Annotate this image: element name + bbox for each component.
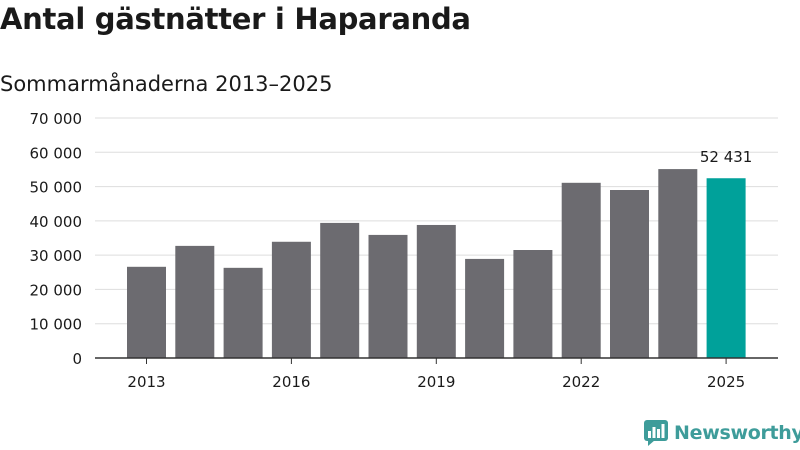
bar-chart-speech-bubble-icon	[644, 420, 668, 446]
y-tick-label: 70 000	[30, 110, 83, 128]
x-tick-label: 2025	[707, 373, 745, 391]
y-tick-label: 20 000	[30, 281, 83, 299]
bar-2018	[368, 234, 408, 358]
bar-2025	[706, 178, 746, 358]
bar-2019	[416, 224, 456, 358]
y-tick-label: 60 000	[30, 144, 83, 162]
y-tick-label: 10 000	[30, 316, 83, 334]
bar-2023	[610, 190, 649, 358]
chart-title: Antal gästnätter i Haparanda	[0, 2, 471, 36]
brand-name: Newsworthy	[674, 422, 800, 444]
bar-2021	[513, 250, 553, 358]
bar-2022	[561, 182, 601, 358]
data-label-2025: 52 431	[700, 148, 753, 166]
bar-2015	[223, 267, 263, 358]
bar-2024	[658, 169, 698, 358]
bar-2020	[465, 258, 505, 358]
bar-2014	[175, 245, 215, 358]
y-tick-label: 40 000	[30, 213, 83, 231]
newsworthy-logo: Newsworthy	[644, 420, 800, 446]
y-tick-label: 0	[72, 350, 82, 368]
bar-2016	[271, 241, 311, 358]
x-tick-label: 2016	[272, 373, 310, 391]
bar-2013	[127, 266, 166, 358]
x-tick-label: 2013	[127, 373, 165, 391]
x-tick-label: 2022	[562, 373, 600, 391]
bar-2017	[320, 222, 360, 358]
chart-subtitle: Sommarmånaderna 2013–2025	[0, 72, 333, 96]
y-tick-label: 30 000	[30, 247, 83, 265]
y-tick-label: 50 000	[30, 179, 83, 197]
x-tick-label: 2019	[417, 373, 455, 391]
